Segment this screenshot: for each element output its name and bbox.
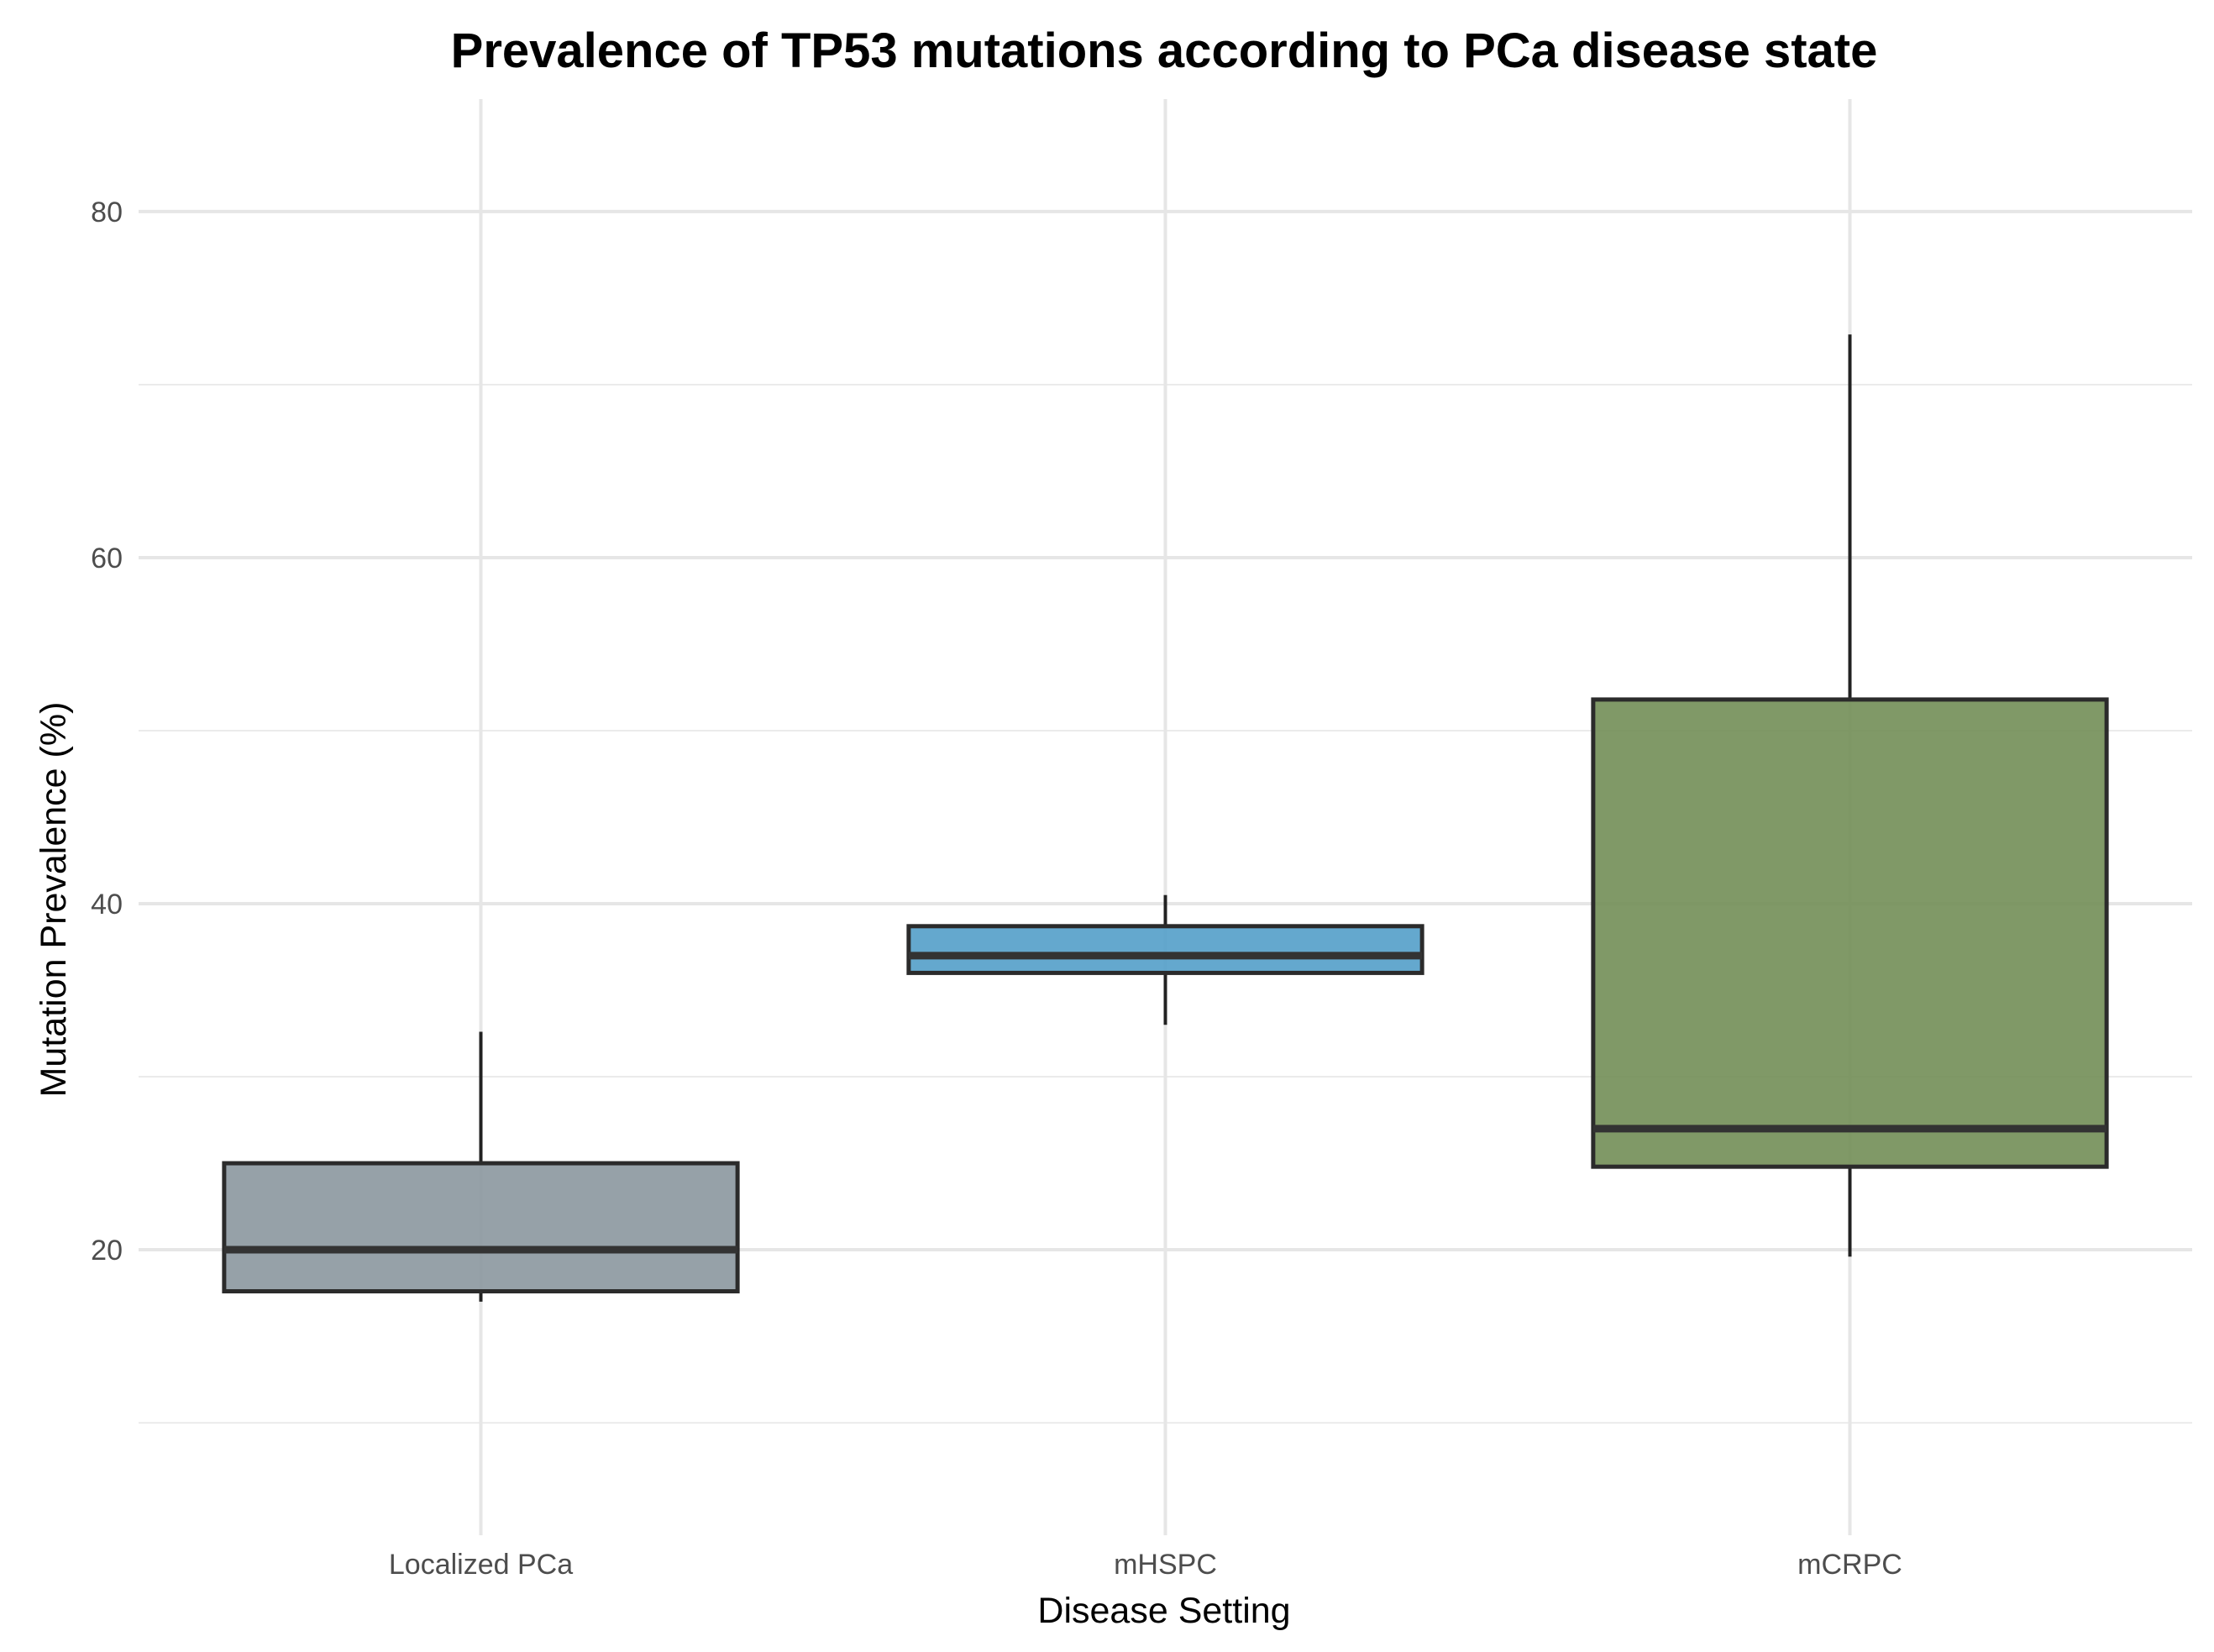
chart-title: Prevalence of TP53 mutations according t… [451, 24, 1878, 78]
x-axis-title: Disease Setting [1037, 1591, 1290, 1631]
box-layer [222, 334, 2109, 1302]
y-tick-label: 60 [91, 543, 123, 574]
x-tick-label: mCRPC [1797, 1549, 1902, 1581]
y-tick-label: 80 [91, 197, 123, 228]
y-axis-title: Mutation Prevalence (%) [34, 702, 74, 1098]
y-tick-label: 40 [91, 889, 123, 920]
tick-label-layer: 20 40 60 80 Localized PCa mHSPC mCRPC [91, 197, 1902, 1581]
iqr-box [1591, 697, 2109, 1169]
box-group [222, 1031, 740, 1302]
box-group [1591, 334, 2109, 1257]
box-group [906, 894, 1424, 1025]
y-tick-label: 20 [91, 1235, 123, 1267]
iqr-box [906, 924, 1424, 975]
x-tick-label: Localized PCa [389, 1549, 573, 1581]
x-tick-label: mHSPC [1114, 1549, 1217, 1581]
iqr-box [222, 1161, 740, 1294]
